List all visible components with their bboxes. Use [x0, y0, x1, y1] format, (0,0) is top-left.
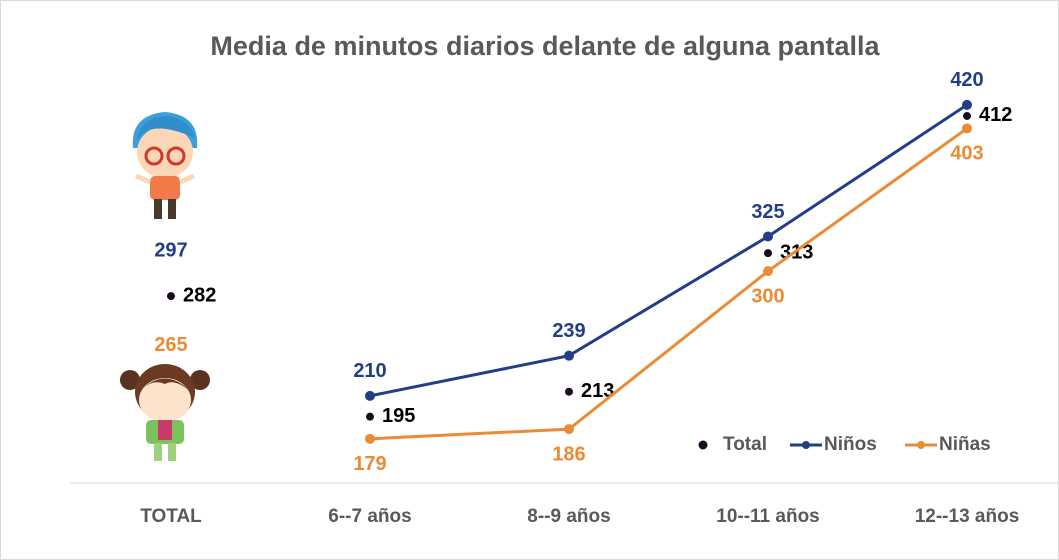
value-label: 297 [154, 240, 187, 262]
value-label: 412 [979, 104, 1012, 126]
value-label: 300 [751, 285, 784, 307]
point [564, 351, 574, 361]
point [564, 424, 574, 434]
value-label: 420 [950, 69, 983, 91]
legend-marker [699, 441, 708, 450]
x-tick-label: 8--9 años [527, 506, 610, 527]
total-dot [366, 412, 375, 421]
point [365, 434, 375, 444]
chart-title: Media de minutos diarios delante de algu… [210, 31, 880, 61]
page: {"chart_data": {"type": "line", "title":… [0, 0, 1059, 560]
total-dot [565, 387, 574, 396]
chart: Media de minutos diarios delante de algu… [0, 0, 1059, 560]
legend-marker [917, 441, 925, 449]
value-label: 403 [950, 143, 983, 165]
total-dot [764, 249, 773, 258]
legend-label: Total [723, 434, 767, 455]
legend-label: Niñas [939, 434, 991, 455]
point [166, 270, 176, 280]
value-label: 210 [353, 360, 386, 382]
chart-border [1, 1, 1059, 560]
point [166, 315, 176, 325]
point [962, 123, 972, 133]
total-dot [167, 292, 176, 301]
point [962, 100, 972, 110]
value-label: 325 [751, 201, 784, 223]
value-label: 179 [353, 453, 386, 475]
point [763, 266, 773, 276]
point [763, 232, 773, 242]
value-label: 265 [154, 334, 187, 356]
value-label: 239 [552, 320, 585, 342]
value-label: 186 [552, 443, 585, 465]
x-tick-label: 6--7 años [328, 506, 411, 527]
total-dot [963, 111, 972, 120]
x-tick-label: 10--11 años [716, 506, 820, 527]
point [365, 391, 375, 401]
legend-label: Niños [824, 434, 877, 455]
x-tick-label: 12--13 años [915, 506, 1020, 527]
x-tick-label: TOTAL [140, 506, 202, 527]
legend-marker [802, 441, 810, 449]
value-label: 282 [183, 284, 216, 306]
value-label: 195 [382, 405, 415, 427]
